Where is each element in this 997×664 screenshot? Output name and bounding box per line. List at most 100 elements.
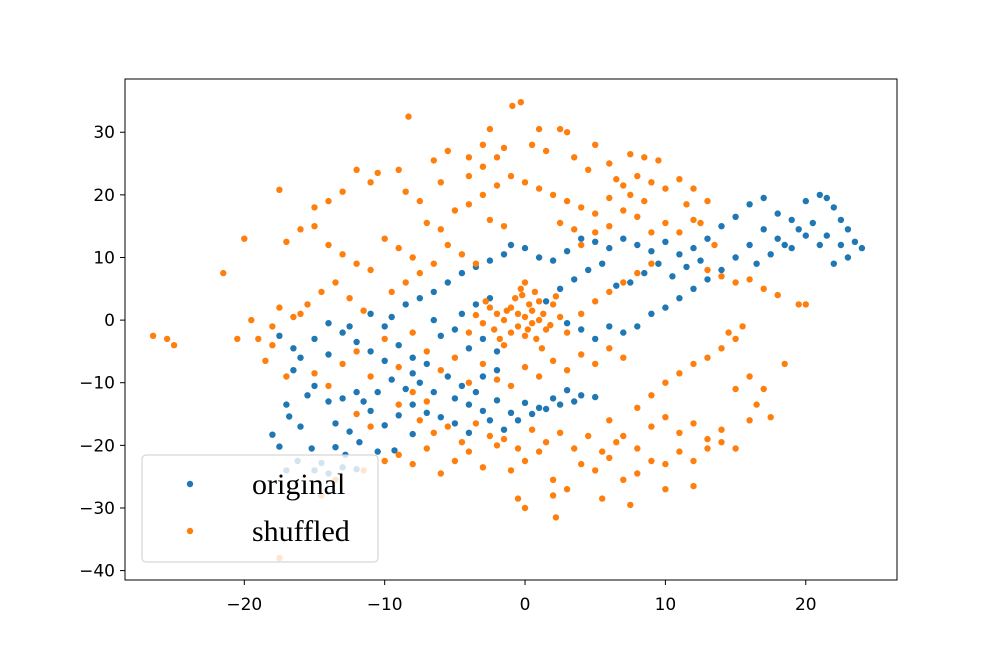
point-shuffled — [248, 316, 255, 324]
point-shuffled — [634, 470, 641, 477]
point-shuffled — [535, 448, 543, 455]
point-shuffled — [500, 435, 508, 443]
point-shuffled — [409, 388, 416, 396]
point-shuffled — [423, 445, 430, 452]
point-original — [563, 320, 571, 327]
point-original — [718, 223, 725, 230]
point-original — [655, 260, 662, 267]
point-shuffled — [507, 329, 515, 336]
y-tick-label: −20 — [79, 436, 115, 456]
point-shuffled — [781, 360, 788, 368]
point-shuffled — [423, 398, 430, 405]
point-shuffled — [269, 342, 276, 349]
x-tick-label: −20 — [226, 595, 262, 615]
point-original — [641, 269, 648, 277]
point-original — [486, 417, 494, 424]
point-shuffled — [472, 311, 480, 319]
point-shuffled — [533, 335, 540, 343]
point-shuffled — [486, 304, 494, 311]
x-tick-label: −10 — [367, 595, 403, 615]
point-shuffled — [269, 323, 276, 330]
point-shuffled — [519, 291, 526, 299]
point-shuffled — [325, 197, 332, 205]
point-shuffled — [451, 207, 459, 214]
point-original — [760, 226, 767, 233]
point-shuffled — [613, 176, 620, 183]
point-original — [374, 388, 381, 396]
point-shuffled — [458, 251, 466, 258]
point-original — [809, 219, 816, 227]
point-shuffled — [613, 439, 620, 446]
legend-marker-shuffled — [186, 527, 194, 535]
legend-label-original: original — [252, 468, 345, 501]
point-shuffled — [662, 414, 669, 421]
point-shuffled — [634, 404, 641, 411]
point-shuffled — [547, 321, 554, 329]
point-original — [528, 410, 536, 418]
point-shuffled — [367, 423, 374, 430]
point-shuffled — [304, 301, 311, 308]
point-shuffled — [311, 223, 318, 230]
point-shuffled — [585, 432, 592, 440]
point-original — [479, 373, 487, 380]
point-original — [416, 379, 423, 386]
point-shuffled — [620, 432, 627, 440]
point-shuffled — [542, 439, 550, 446]
point-shuffled — [339, 188, 346, 195]
point-original — [837, 241, 845, 249]
point-shuffled — [283, 238, 290, 245]
point-shuffled — [732, 385, 739, 393]
point-shuffled — [746, 417, 753, 424]
point-shuffled — [479, 141, 487, 148]
point-shuffled — [500, 342, 508, 349]
point-shuffled — [514, 495, 522, 502]
point-original — [858, 244, 866, 252]
point-shuffled — [514, 310, 522, 317]
point-original — [823, 194, 830, 202]
point-shuffled — [493, 442, 501, 449]
point-original — [367, 310, 374, 317]
point-original — [297, 354, 304, 361]
point-shuffled — [535, 316, 543, 324]
point-shuffled — [451, 354, 459, 361]
point-original — [606, 244, 613, 252]
point-shuffled — [662, 486, 669, 493]
point-shuffled — [578, 204, 585, 211]
point-shuffled — [718, 439, 725, 446]
point-shuffled — [563, 129, 571, 136]
point-original — [844, 254, 852, 261]
point-original — [648, 248, 655, 255]
point-shuffled — [662, 379, 669, 386]
point-shuffled — [662, 460, 669, 468]
x-tick-label: 10 — [655, 595, 677, 615]
point-original — [451, 326, 459, 333]
point-shuffled — [339, 251, 346, 258]
point-shuffled — [374, 169, 381, 177]
point-original — [430, 388, 437, 396]
point-original — [444, 373, 451, 380]
point-shuffled — [381, 457, 388, 465]
point-shuffled — [297, 310, 304, 317]
point-shuffled — [486, 125, 494, 133]
point-shuffled — [430, 429, 437, 436]
plot-frame — [124, 78, 898, 581]
point-shuffled — [444, 423, 451, 430]
point-original — [578, 326, 585, 333]
point-shuffled — [528, 141, 536, 148]
point-original — [346, 428, 353, 435]
point-shuffled — [606, 345, 613, 352]
point-shuffled — [517, 285, 524, 292]
point-shuffled — [472, 260, 480, 267]
point-original — [339, 395, 346, 402]
point-original — [493, 397, 501, 404]
point-shuffled — [423, 219, 430, 227]
point-original — [620, 329, 627, 336]
point-shuffled — [472, 420, 480, 427]
point-original — [465, 401, 473, 408]
point-shuffled — [760, 385, 767, 393]
point-shuffled — [648, 260, 655, 267]
point-shuffled — [402, 279, 409, 286]
point-original — [514, 417, 522, 424]
point-original — [479, 335, 487, 343]
point-original — [458, 310, 466, 317]
